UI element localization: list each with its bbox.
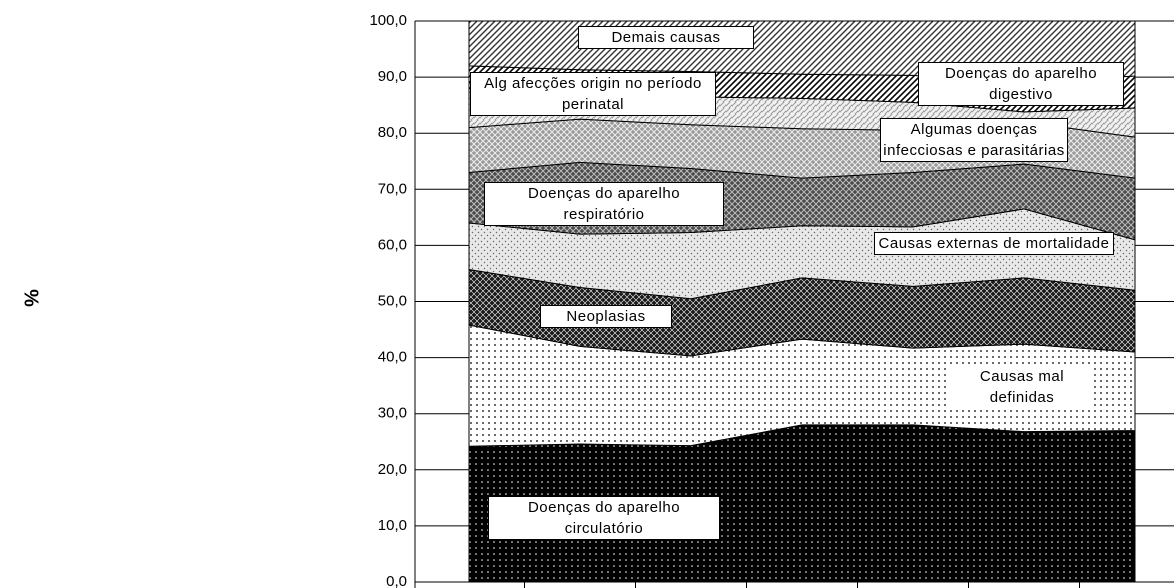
y-tick-label: 40,0 bbox=[378, 349, 407, 366]
series-label: Causas externas de mortalidade bbox=[874, 232, 1114, 255]
series-label: Demais causas bbox=[578, 26, 754, 49]
y-tick-label: 50,0 bbox=[378, 292, 407, 309]
series-label: Alg afecções origin no período perinatal bbox=[470, 72, 716, 116]
y-tick-label: 70,0 bbox=[378, 180, 407, 197]
series-label: Doenças do aparelho respiratório bbox=[484, 182, 724, 226]
series-label: Doenças do aparelho circulatório bbox=[488, 496, 720, 540]
y-tick-label: 30,0 bbox=[378, 405, 407, 422]
y-tick-label: 0,0 bbox=[386, 573, 407, 588]
y-tick-label: 80,0 bbox=[378, 124, 407, 141]
series-label: Doenças do aparelho digestivo bbox=[918, 62, 1124, 106]
y-tick-label: 60,0 bbox=[378, 236, 407, 253]
series-label: Causas mal definidas bbox=[950, 366, 1094, 408]
y-tick-label: 10,0 bbox=[378, 517, 407, 534]
y-tick-label: 100,0 bbox=[369, 12, 407, 29]
series-label: Algumas doenças infecciosas e parasitári… bbox=[880, 118, 1068, 162]
series-label: Neoplasias bbox=[540, 305, 672, 328]
y-tick-label: 90,0 bbox=[378, 68, 407, 85]
y-axis-label: % bbox=[20, 289, 42, 307]
y-tick-label: 20,0 bbox=[378, 461, 407, 478]
